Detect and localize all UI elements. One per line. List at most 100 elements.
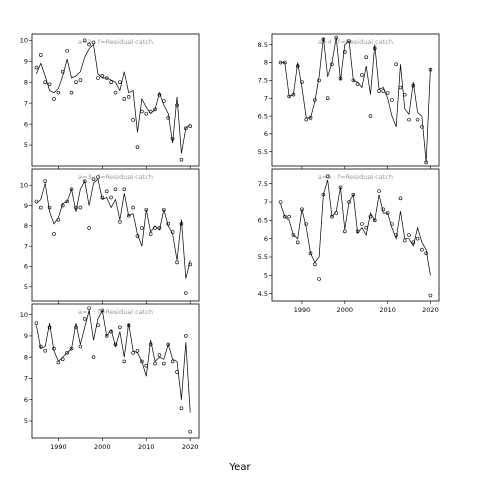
series-line xyxy=(36,309,191,413)
data-point xyxy=(402,238,407,243)
data-point xyxy=(96,76,100,80)
data-point xyxy=(420,247,424,252)
y-tick-label: 6 xyxy=(24,396,28,404)
data-point xyxy=(360,73,364,77)
y-tick-label: 5.5 xyxy=(258,253,268,261)
data-point xyxy=(135,348,140,353)
data-point xyxy=(82,38,87,43)
data-point xyxy=(43,348,47,353)
data-point xyxy=(179,157,184,162)
y-tick-label: 7.5 xyxy=(258,77,268,85)
data-point xyxy=(411,240,416,245)
data-point xyxy=(69,90,74,95)
data-point xyxy=(364,55,369,59)
data-point xyxy=(385,91,390,95)
data-point xyxy=(47,325,52,330)
data-point xyxy=(153,107,157,112)
data-point xyxy=(377,89,381,93)
data-point xyxy=(175,103,179,108)
data-point xyxy=(368,114,373,118)
y-tick-label: 7 xyxy=(264,198,268,206)
data-point xyxy=(368,214,373,219)
data-point xyxy=(104,189,109,194)
data-point xyxy=(166,342,171,347)
data-point xyxy=(87,42,91,47)
data-point xyxy=(283,214,287,219)
data-point xyxy=(184,291,188,295)
y-tick-label: 10 xyxy=(20,181,28,189)
x-tick-label: 1990 xyxy=(50,443,67,451)
data-point xyxy=(398,196,403,201)
data-point xyxy=(278,200,283,204)
data-point xyxy=(325,96,330,101)
y-tick-label: 7 xyxy=(264,94,268,102)
panel-title: a=5 : f=Residual catch xyxy=(318,173,393,181)
data-point xyxy=(60,69,65,74)
x-tick-label: 2020 xyxy=(422,306,439,314)
data-point xyxy=(148,232,153,236)
data-point xyxy=(43,80,47,84)
data-point xyxy=(415,117,420,122)
y-tick-label: 7 xyxy=(24,99,28,107)
data-point xyxy=(287,214,291,219)
data-point xyxy=(144,111,149,116)
y-tick-label: 6 xyxy=(264,235,268,243)
y-tick-label: 8 xyxy=(264,59,268,67)
data-point xyxy=(65,48,69,53)
data-point xyxy=(118,220,122,224)
data-point xyxy=(87,306,91,311)
y-tick-label: 6 xyxy=(24,120,28,128)
data-point xyxy=(122,97,127,101)
x-tick-label: 1990 xyxy=(294,306,311,314)
panel-2: a=4 : f=Residual catch 5.5 6 6.5 7 7.5 8 8.5 xyxy=(258,33,440,169)
plot-frame xyxy=(271,33,440,167)
data-point xyxy=(140,226,144,230)
y-tick-label: 8 xyxy=(24,78,28,86)
data-point xyxy=(291,233,296,237)
data-point xyxy=(342,50,347,54)
data-point xyxy=(317,277,321,281)
data-point xyxy=(126,95,131,99)
data-point xyxy=(381,207,386,212)
data-point xyxy=(166,116,171,120)
data-point xyxy=(87,226,91,230)
data-point xyxy=(74,80,78,84)
y-tick-label: 6.5 xyxy=(258,112,268,120)
data-point xyxy=(82,317,87,321)
data-point xyxy=(424,251,428,256)
panel-5: a=1 : f=Residual catch 5 6 7 8 9 10 1990 2000 201… xyxy=(20,303,200,451)
y-tick-label: 10 xyxy=(20,311,28,319)
plot-frame xyxy=(31,168,200,302)
data-point xyxy=(188,124,193,128)
y-tick-label: 8.5 xyxy=(258,41,268,49)
data-point xyxy=(342,229,347,234)
y-tick-label: 7 xyxy=(24,242,28,250)
data-point xyxy=(300,80,304,84)
y-tick-label: 8 xyxy=(24,353,28,361)
data-point xyxy=(78,78,83,82)
data-point xyxy=(38,53,43,57)
data-point xyxy=(415,236,420,241)
data-point xyxy=(56,90,61,95)
data-point xyxy=(74,325,78,330)
y-tick-label: 6 xyxy=(24,263,28,271)
y-tick-label: 9 xyxy=(24,332,28,340)
data-point xyxy=(390,98,394,102)
data-point xyxy=(47,82,52,87)
data-point xyxy=(38,205,43,210)
y-tick-label: 10 xyxy=(20,36,28,44)
data-point xyxy=(407,117,411,122)
y-tick-label: 8 xyxy=(24,222,28,230)
data-point xyxy=(109,80,113,84)
data-point xyxy=(407,233,411,237)
data-point xyxy=(100,74,105,78)
data-point xyxy=(175,260,179,265)
data-point xyxy=(65,351,69,355)
y-tick-label: 6 xyxy=(264,130,268,138)
data-point xyxy=(91,177,96,181)
y-tick-label: 5 xyxy=(24,283,28,291)
data-point xyxy=(43,179,47,183)
y-tick-label: 5.5 xyxy=(258,148,268,156)
data-point xyxy=(52,97,56,101)
data-point xyxy=(34,321,39,325)
